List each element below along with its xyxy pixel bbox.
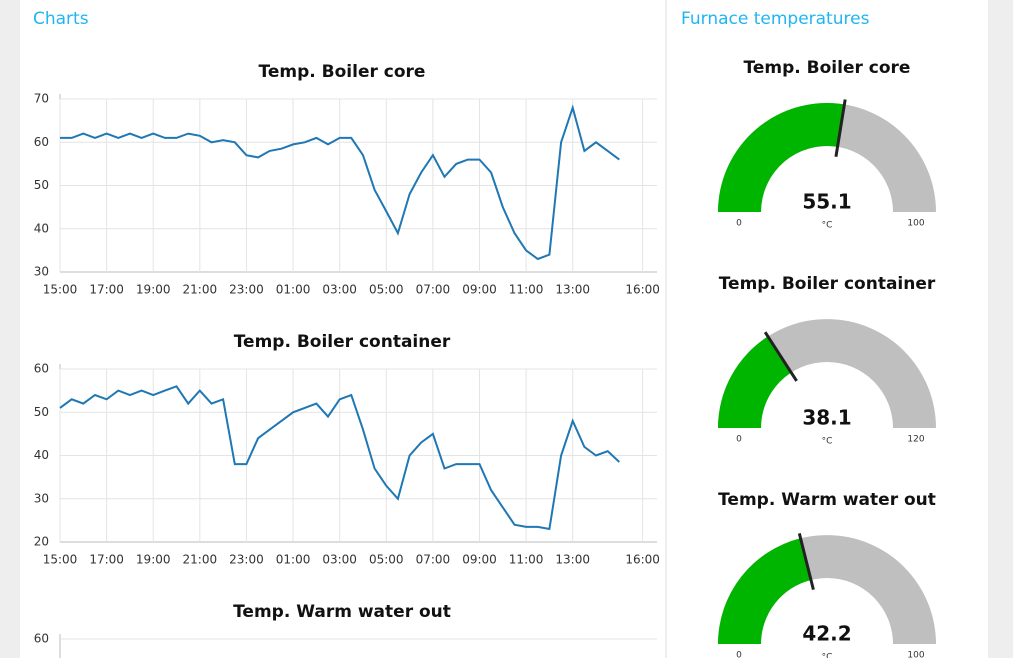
gauge-unit: °C (822, 221, 833, 231)
chart-title: Temp. Boiler container (234, 332, 451, 352)
x-tick-label: 11:00 (509, 283, 544, 297)
gauge-max: 120 (907, 435, 924, 445)
x-tick-label: 01:00 (276, 553, 311, 567)
y-tick-label: 40 (34, 448, 49, 462)
x-tick-label: 17:00 (89, 553, 124, 567)
x-tick-label: 09:00 (462, 283, 497, 297)
x-tick-label: 21:00 (183, 283, 218, 297)
x-tick-label: 16:00 (625, 283, 660, 297)
y-tick-label: 60 (34, 135, 49, 149)
x-tick-label: 07:00 (416, 553, 451, 567)
x-tick-label: 01:00 (276, 283, 311, 297)
x-tick-label: 07:00 (416, 283, 451, 297)
x-tick-label: 05:00 (369, 283, 404, 297)
gauge-title: Temp. Warm water out (718, 490, 936, 510)
gauge-needle (834, 99, 847, 157)
x-tick-label: 23:00 (229, 283, 264, 297)
y-tick-label: 50 (34, 178, 49, 192)
line (60, 104, 620, 261)
x-tick-label: 15:00 (43, 553, 78, 567)
y-tick-label: 50 (34, 405, 49, 419)
y-tick-label: 60 (34, 362, 49, 376)
gauge-min: 0 (736, 435, 742, 445)
gauge-value: 42.2 (802, 622, 851, 646)
gauge-fill (718, 336, 792, 428)
y-tick-label: 30 (34, 265, 49, 279)
y-tick-label: 20 (34, 535, 49, 549)
x-tick-label: 19:00 (136, 283, 171, 297)
gauge-title: Temp. Boiler core (744, 58, 911, 78)
x-tick-label: 17:00 (89, 283, 124, 297)
gauge-needle (763, 331, 798, 382)
chart-title: Temp. Warm water out (233, 602, 451, 622)
x-tick-label: 16:00 (625, 553, 660, 567)
charts-card (20, 0, 665, 658)
panel-title: Furnace temperatures (681, 9, 870, 29)
gauge-unit: °C (822, 653, 833, 658)
gauge-min: 0 (736, 651, 742, 658)
gauge-title: Temp. Boiler container (719, 274, 936, 294)
line (59, 385, 620, 531)
gauge-unit: °C (822, 437, 833, 447)
gauge-needle (797, 533, 815, 591)
x-tick-label: 09:00 (462, 553, 497, 567)
gauge-max: 100 (907, 219, 924, 229)
gauge-max: 100 (907, 651, 924, 658)
y-tick-label: 60 (34, 632, 49, 646)
x-tick-label: 05:00 (369, 553, 404, 567)
gauge-value: 38.1 (802, 406, 851, 430)
y-tick-label: 30 (34, 491, 49, 505)
y-tick-label: 40 (34, 221, 49, 235)
gauge-fill (718, 103, 845, 212)
x-tick-label: 15:00 (43, 283, 78, 297)
chart-title: Temp. Boiler core (259, 62, 426, 82)
y-tick-label: 70 (34, 92, 49, 106)
x-tick-label: 11:00 (509, 553, 544, 567)
x-tick-label: 03:00 (322, 553, 357, 567)
x-tick-label: 13:00 (555, 283, 590, 297)
x-tick-label: 03:00 (322, 283, 357, 297)
gauge-fill (718, 538, 811, 644)
x-tick-label: 19:00 (136, 553, 171, 567)
gauge-value: 55.1 (802, 190, 851, 214)
x-tick-label: 21:00 (183, 553, 218, 567)
gauge-min: 0 (736, 219, 742, 229)
x-tick-label: 23:00 (229, 553, 264, 567)
x-tick-label: 13:00 (555, 553, 590, 567)
panel-title: Charts (33, 9, 89, 29)
